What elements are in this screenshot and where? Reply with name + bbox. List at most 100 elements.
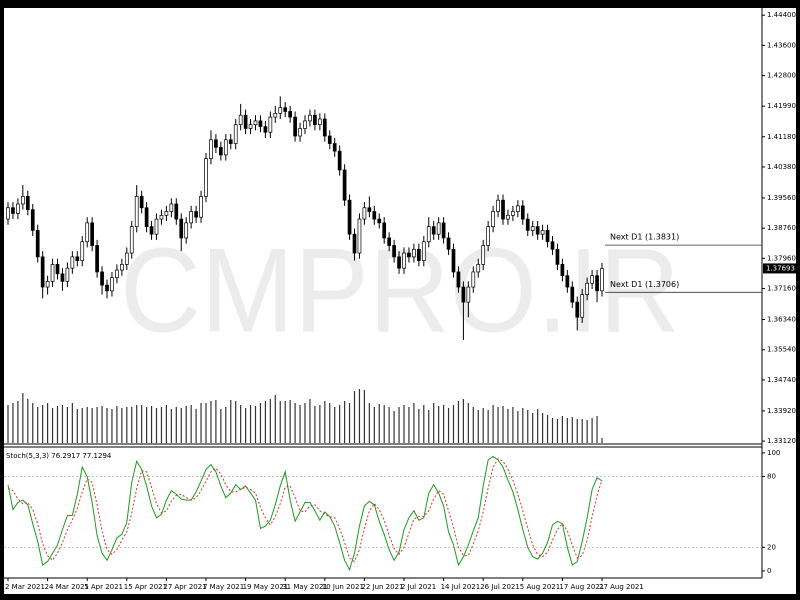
candle-body [233,124,238,144]
candle-body [115,269,119,278]
volume-bar [596,416,598,443]
volume-bar [487,410,489,443]
candle-body [590,275,594,284]
volume-bar [418,409,420,443]
y-tick-label: 1.37960 [767,254,796,262]
volume-bar [334,407,336,443]
candle-body [144,207,149,227]
volume-bar [111,409,113,443]
volume-bar [225,407,227,443]
volume-bar [61,405,64,443]
volume-bar [383,405,385,443]
candle-body [149,226,154,235]
volume-bar [141,405,143,443]
x-tick-label: 31 May 2021 [282,583,328,591]
volume-bar [195,409,197,443]
candle-body [293,116,297,137]
volume-bar [542,413,544,443]
y-tick-label: 1.39560 [767,194,796,202]
candle-body [268,116,273,133]
volume-bar [66,407,68,443]
candle-body [70,256,75,269]
y-tick-label: 80 [767,473,776,481]
candle-body [248,124,253,129]
volume-bar [358,389,361,443]
candle-body [530,226,535,231]
candle-body [21,196,25,205]
x-tick-label: 10 Jun 2021 [322,583,364,591]
volume-bar [259,403,262,443]
volume-bar [398,407,400,443]
candle-body [30,209,35,231]
volume-bar [121,408,123,443]
candle-body [525,218,530,231]
candle-body [204,158,208,197]
volume-bar [472,407,474,443]
last-price-label: 1.37693 [766,264,795,272]
volume-bar [581,419,583,443]
volume-bar [299,405,301,443]
candle-body [332,143,337,152]
y-tick-label: 1.36340 [767,316,796,324]
candle-body [258,120,263,127]
indicator-title: Stoch(5,3,3) 76.2917 77.1294 [6,452,112,460]
volume-bar [289,400,291,443]
candle-body [11,207,15,214]
candle-body [40,256,45,288]
volume-bar [294,403,296,443]
volume-bar [319,405,321,443]
volume-bar [160,407,163,443]
volume-bar [254,406,257,443]
candle-body [580,294,585,318]
candle-body [322,118,327,137]
volume-bar [329,403,331,443]
candle-body [491,211,495,227]
volume-bar [373,407,375,443]
volume-bar [452,405,455,443]
candle-body [139,196,144,209]
volume-bar [462,399,464,443]
volume-bar [378,404,380,443]
x-tick-label: 15 Apr 2021 [124,583,167,591]
y-tick-label: 100 [767,449,780,457]
candle-body [397,256,401,269]
candle-body [194,211,198,218]
volume-bar [269,399,271,443]
candle-body [392,245,396,258]
y-tick-label: 1.41180 [767,133,796,141]
candle-body [402,252,406,269]
candle-body [407,252,411,258]
volume-bar [433,403,435,443]
x-tick-label: 19 May 2021 [243,583,289,591]
candle-body [426,226,431,243]
candle-body [110,277,114,292]
volume-bar [339,405,341,443]
volume-bar [249,405,252,443]
volume-bar [344,401,346,443]
candle-body [6,207,10,220]
volume-bar [101,406,103,443]
x-tick-label: 24 Mar 2021 [45,583,89,591]
candle-body [496,199,500,212]
volume-bar [131,407,133,443]
y-tick-label: 1.41990 [767,102,796,110]
y-tick-label: 1.42800 [767,72,796,80]
volume-bar [47,403,49,443]
level-label: Next D1 (1.3706) [610,280,679,289]
volume-bar [443,405,445,443]
volume-bar [12,403,14,443]
volume-bar [537,409,539,443]
volume-bar [586,420,588,443]
candle-body [382,222,387,239]
candle-body [60,273,65,282]
volume-bar [353,391,356,443]
x-tick-label: 17 Aug 2021 [559,583,604,591]
candle-body [372,211,377,220]
volume-bar [591,418,593,443]
candle-body [303,120,307,129]
y-tick-label: 1.35540 [767,346,796,354]
volume-bar [368,403,370,443]
x-tick-label: 27 Aug 2021 [599,583,644,591]
volume-bar [7,405,9,443]
candle-body [570,286,575,303]
